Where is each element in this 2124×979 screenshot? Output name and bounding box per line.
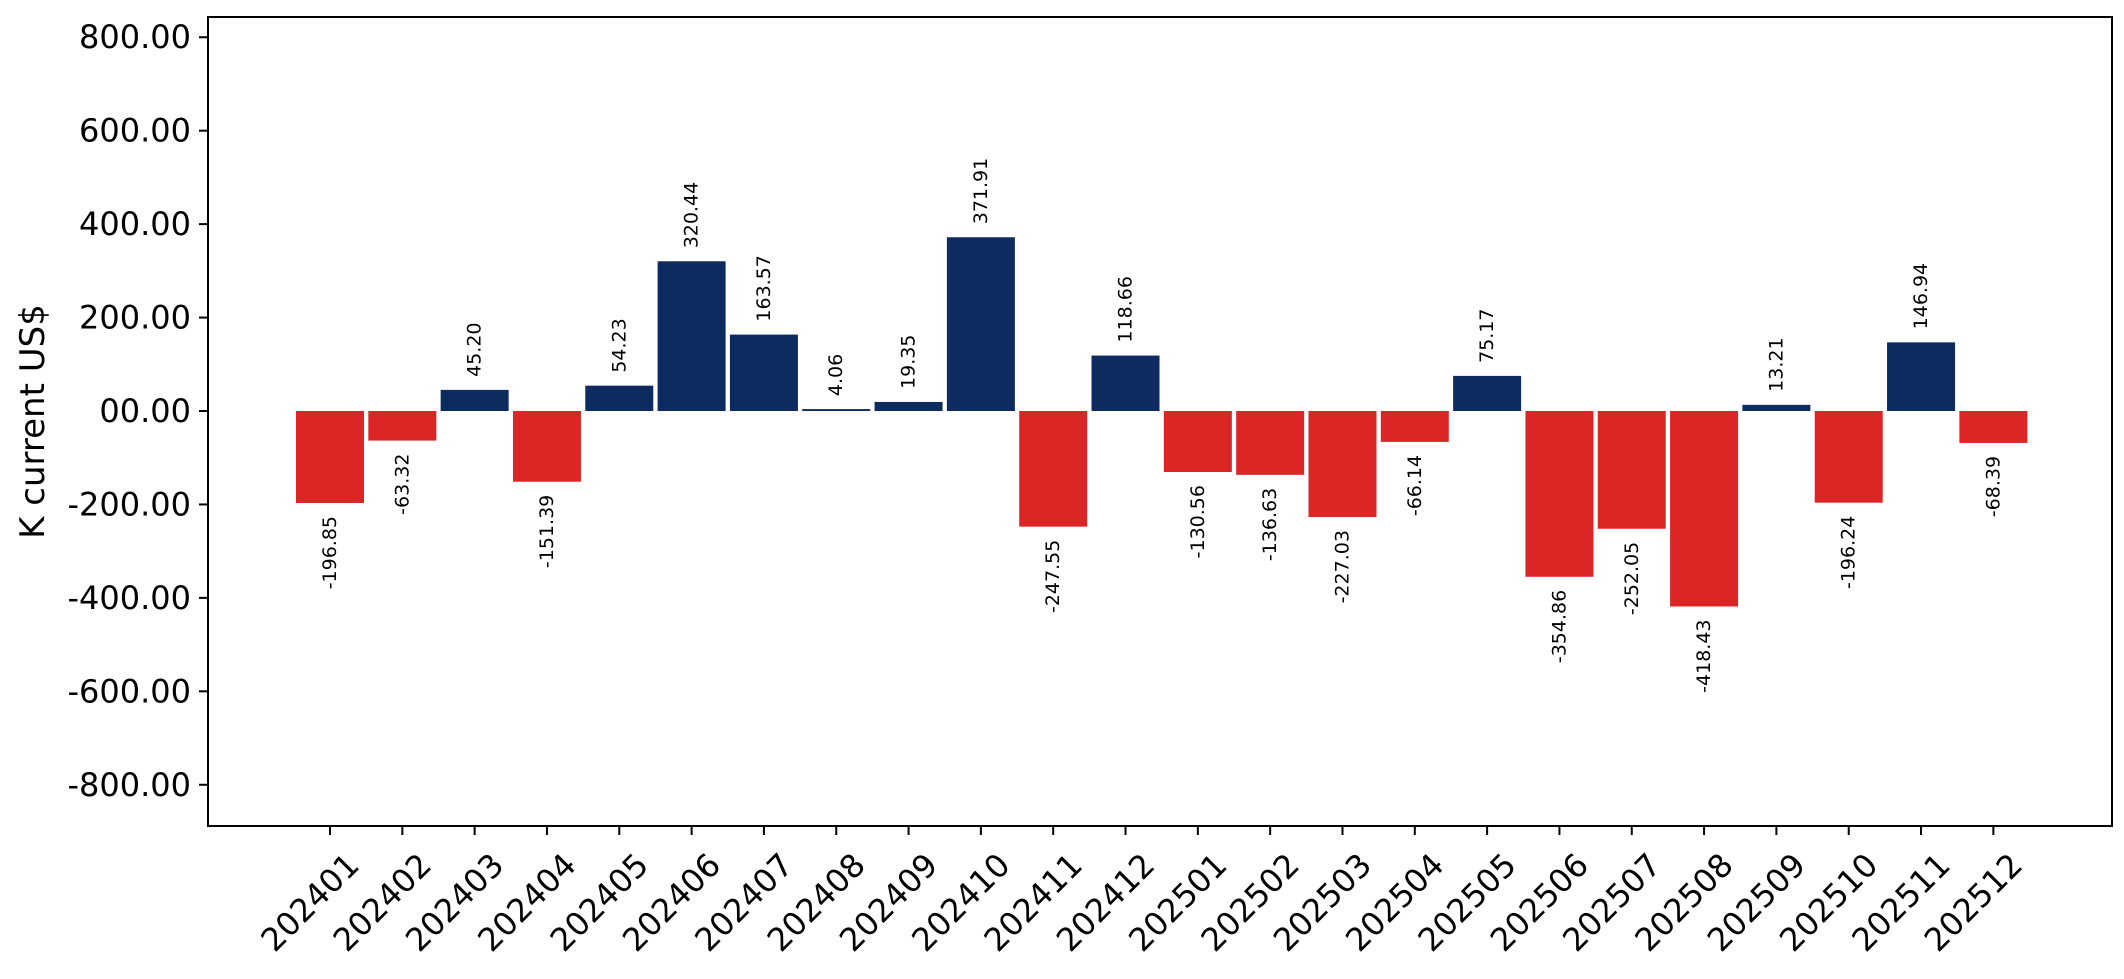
y-tick-label: 00.00 <box>99 392 191 430</box>
bar-value-label-202402: -63.32 <box>391 454 413 515</box>
y-tick-label: -800.00 <box>67 766 191 804</box>
bar-202507 <box>1597 411 1666 529</box>
bar-202509 <box>1742 404 1811 411</box>
bar-202508 <box>1670 411 1739 607</box>
bar-value-label-202509: 13.21 <box>1765 337 1787 391</box>
bar-value-label-202510: -196.24 <box>1838 516 1860 589</box>
y-tick-label: 200.00 <box>79 299 191 337</box>
y-axis-title: K current US$ <box>13 304 53 539</box>
bar-value-label-202401: -196.85 <box>319 516 341 589</box>
bar-value-label-202502: -136.63 <box>1259 488 1281 561</box>
bar-value-label-202412: 118.66 <box>1115 276 1137 342</box>
bar-value-label-202403: 45.20 <box>464 322 486 376</box>
bar-value-label-202507: -252.05 <box>1621 542 1643 615</box>
bar-202411 <box>1019 411 1088 527</box>
bar-202403 <box>440 389 509 411</box>
bar-202410 <box>946 237 1015 411</box>
bar-202404 <box>512 411 581 482</box>
bar-202401 <box>296 411 364 503</box>
bar-202501 <box>1163 411 1232 472</box>
bar-value-label-202409: 19.35 <box>898 335 920 389</box>
bar-202504 <box>1380 411 1449 442</box>
y-tick-label: 800.00 <box>79 18 191 56</box>
bar-202512 <box>1959 411 2028 443</box>
bar-value-label-202501: -130.56 <box>1187 485 1209 558</box>
bar-value-label-202408: 4.06 <box>825 354 847 396</box>
bar-value-label-202404: -151.39 <box>536 495 558 568</box>
bar-202505 <box>1453 375 1522 411</box>
bar-value-label-202407: 163.57 <box>753 255 775 321</box>
bar-202409 <box>874 401 943 411</box>
bar-202402 <box>368 411 437 441</box>
bar-202511 <box>1887 342 1956 411</box>
bar-value-label-202506: -354.86 <box>1548 590 1570 663</box>
bar-labels-layer: -196.85 -63.32 45.20 -151.39 54.23 320.44 163.… <box>319 158 2004 693</box>
y-axis: 800.00 600.00 400.00 200.00 00.00 -200.00 -400… <box>67 18 208 804</box>
bar-value-label-202406: 320.44 <box>681 182 703 248</box>
bar-202502 <box>1236 411 1305 475</box>
bar-value-label-202405: 54.23 <box>608 318 630 372</box>
bar-value-label-202503: -227.03 <box>1331 530 1353 603</box>
bar-value-label-202512: -68.39 <box>1982 456 2004 517</box>
bar-202406 <box>657 261 726 411</box>
y-tick-label: -400.00 <box>67 579 191 617</box>
y-tick-label: 600.00 <box>79 112 191 150</box>
y-tick-label: -200.00 <box>67 485 191 523</box>
bar-202506 <box>1525 411 1594 577</box>
plot-frame <box>207 16 2113 827</box>
bar-202407 <box>729 334 798 411</box>
y-tick-label: 400.00 <box>79 205 191 243</box>
bar-value-label-202505: 75.17 <box>1476 308 1498 362</box>
bar-value-label-202504: -66.14 <box>1404 455 1426 516</box>
bar-202408 <box>802 409 871 411</box>
bar-value-label-202410: 371.91 <box>970 158 992 224</box>
bar-202503 <box>1308 411 1377 518</box>
bar-value-label-202508: -418.43 <box>1693 619 1715 692</box>
bar-202405 <box>585 385 654 411</box>
bar-value-label-202511: 146.94 <box>1910 263 1932 329</box>
bar-202412 <box>1091 355 1160 411</box>
y-tick-label: -600.00 <box>67 672 191 710</box>
bar-value-label-202411: -247.55 <box>1042 540 1064 613</box>
bars-layer <box>296 237 2028 607</box>
bar-202510 <box>1814 411 1883 503</box>
